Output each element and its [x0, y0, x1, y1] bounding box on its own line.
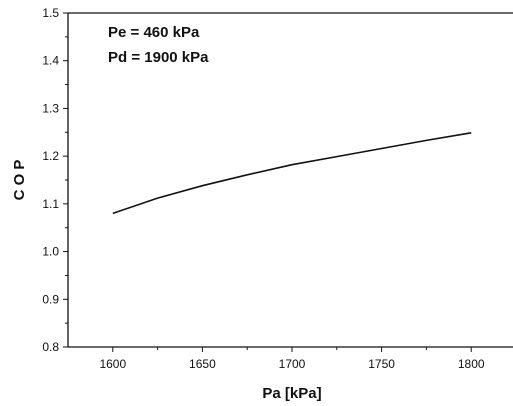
y-tick-label: 1.5	[42, 6, 59, 20]
series-layer	[112, 132, 472, 215]
y-axis-ticks: 0.8 0.9 1.0 1.1 1.2 1.3 1.4 1.5	[42, 6, 68, 354]
x-axis-ticks: 1600 1650 1700 1750 1800	[99, 347, 485, 371]
y-axis-label: C O P	[11, 160, 28, 201]
x-tick-label: 1800	[458, 357, 485, 371]
y-tick-label: 0.9	[42, 292, 59, 306]
annotation-pd: Pd = 1900 kPa	[108, 49, 209, 66]
x-tick-label: 1700	[279, 357, 306, 371]
x-tick-label: 1600	[99, 357, 126, 371]
y-tick-label: 1.3	[42, 101, 59, 115]
cop-series-line	[112, 132, 472, 215]
y-tick-label: 1.2	[42, 149, 59, 163]
y-tick-label: 0.8	[42, 340, 59, 354]
x-tick-label: 1650	[189, 357, 216, 371]
y-tick-label: 1.1	[42, 197, 59, 211]
x-axis-label: Pa [kPa]	[262, 385, 321, 402]
annotation-pe: Pe = 460 kPa	[108, 24, 200, 41]
y-tick-label: 1.4	[42, 54, 59, 68]
y-tick-label: 1.0	[42, 245, 59, 259]
x-tick-label: 1750	[368, 357, 395, 371]
